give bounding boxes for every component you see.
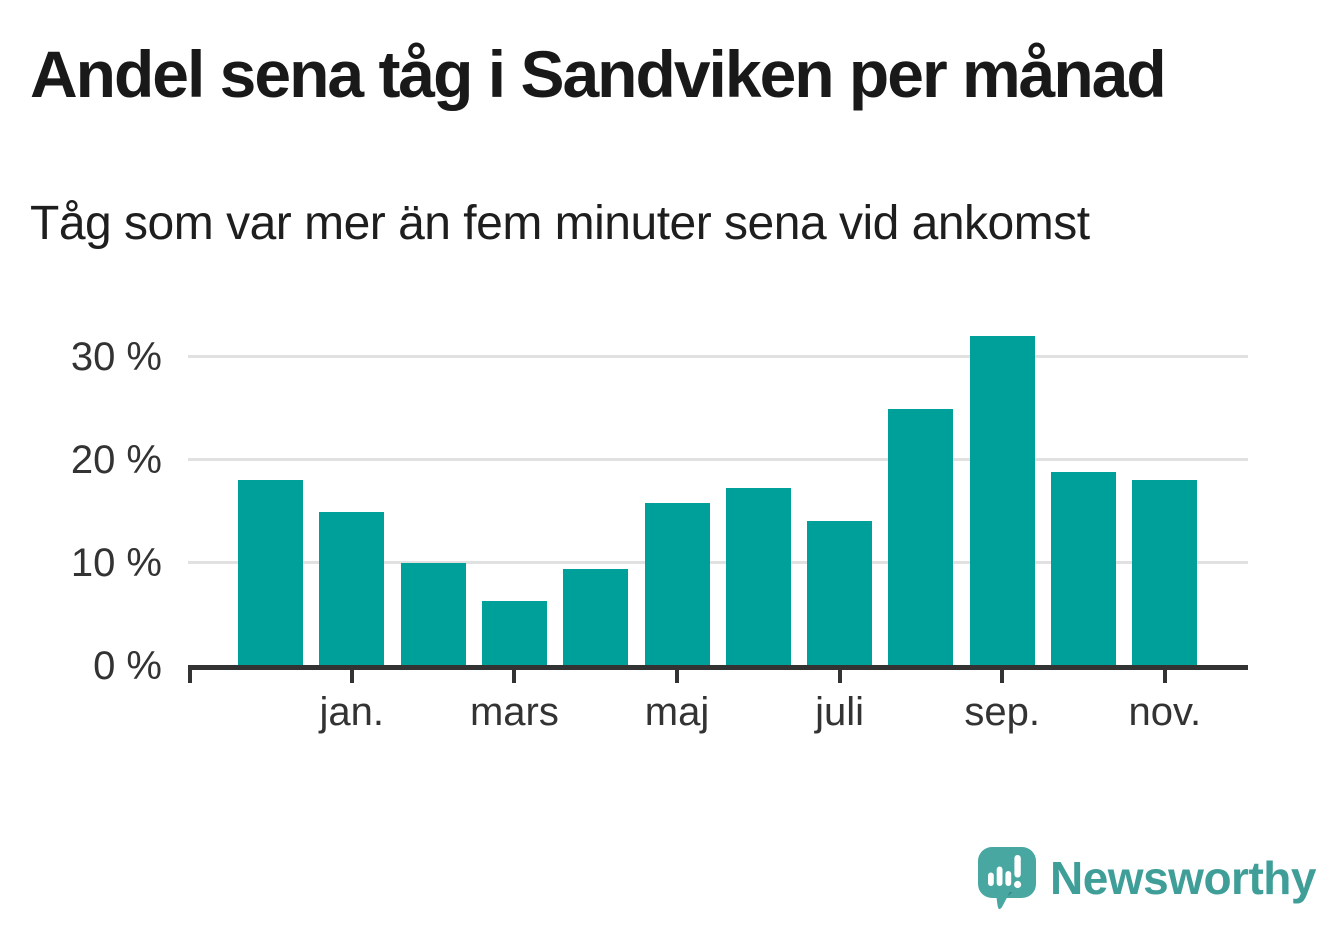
x-axis-label-jan: jan. <box>319 690 385 734</box>
bar-juli <box>807 520 873 665</box>
y-axis-label-0pct: 0 % <box>93 644 162 688</box>
x-axis-line <box>188 665 1248 670</box>
bar-jan <box>319 511 385 665</box>
gridline-10pct <box>188 560 1248 564</box>
bar-aug <box>888 408 954 665</box>
logo-bubble-tail <box>995 890 1011 910</box>
newsworthy-logo-icon <box>978 847 1036 910</box>
bar-sep <box>969 336 1035 665</box>
chart-subtitle: Tåg som var mer än fem minuter sena vid … <box>30 197 1090 250</box>
x-axis-tick <box>837 670 842 683</box>
logo-minibar-2 <box>996 866 1003 886</box>
x-axis-label-maj: maj <box>644 690 710 734</box>
y-axis-label-10pct: 10 % <box>70 541 162 585</box>
logo-exclamation-bar <box>1014 855 1021 878</box>
newsworthy-logo-text: Newsworthy <box>1050 852 1316 904</box>
x-axis-tick <box>1162 670 1167 683</box>
bar-juni <box>725 487 791 665</box>
logo-exclamation-dot <box>1014 880 1022 889</box>
gridline-20pct <box>188 457 1248 461</box>
bar-nov <box>1132 479 1198 665</box>
bar-mars <box>481 601 547 665</box>
x-axis-tick <box>1000 670 1005 683</box>
y-axis-label-30pct: 30 % <box>70 335 162 379</box>
bar-dec <box>238 479 303 665</box>
x-axis-tick <box>512 670 517 683</box>
chart-title: Andel sena tåg i Sandviken per månad <box>30 37 1167 111</box>
bar-maj <box>644 503 710 665</box>
x-axis-label-mars: mars <box>469 690 559 734</box>
x-axis-label-nov: nov. <box>1128 690 1202 734</box>
newsworthy-logo: Newsworthy <box>977 846 1316 912</box>
x-axis-tick <box>675 670 679 683</box>
bar-apr <box>563 569 629 665</box>
y-axis-label-20pct: 20 % <box>70 438 162 482</box>
gridline-30pct <box>188 354 1248 358</box>
bar-okt <box>1051 472 1116 665</box>
logo-minibar-3 <box>1005 871 1012 886</box>
x-axis-edge-tick <box>188 670 192 683</box>
x-axis-tick <box>349 670 354 683</box>
bar-feb <box>400 563 466 665</box>
x-axis-label-juli: juli <box>815 690 865 734</box>
logo-minibar-1 <box>988 872 994 886</box>
x-axis-label-sep: sep. <box>964 690 1040 734</box>
